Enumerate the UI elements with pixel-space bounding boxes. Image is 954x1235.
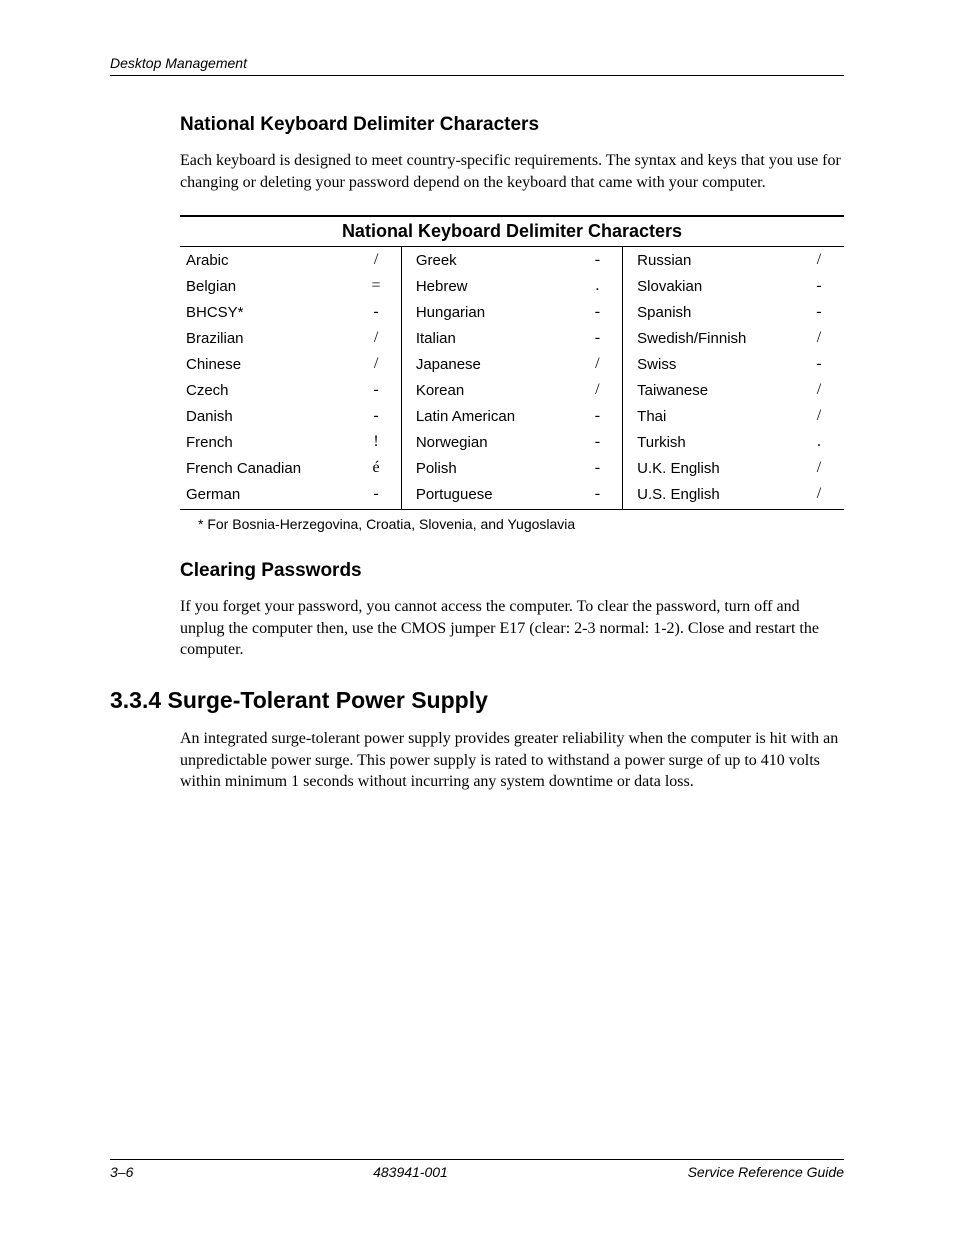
page: Desktop Management National Keyboard Del… [0,0,954,1235]
name-cell: Italian [401,325,572,351]
name-cell: Polish [401,455,572,481]
table: National Keyboard Delimiter Characters A… [180,215,844,510]
keyboard-table: National Keyboard Delimiter Characters A… [180,215,844,510]
delimiter-cell: / [351,351,401,377]
table-title: National Keyboard Delimiter Characters [180,216,844,247]
footer-docnum: 483941-001 [373,1164,448,1180]
table-row: BHCSY*-Hungarian-Spanish- [180,299,844,325]
table-row: Arabic/Greek-Russian/ [180,247,844,274]
name-cell: Czech [180,377,351,403]
table-row: French CanadianéPolish-U.K. English/ [180,455,844,481]
delimiter-cell: / [794,481,844,510]
delimiter-cell: - [794,299,844,325]
table-row: Brazilian/Italian-Swedish/Finnish/ [180,325,844,351]
delimiter-cell: - [573,403,623,429]
name-cell: Brazilian [180,325,351,351]
name-cell: Norwegian [401,429,572,455]
delimiter-cell: - [351,481,401,510]
section-heading-clearing: Clearing Passwords [180,560,844,582]
name-cell: Portuguese [401,481,572,510]
section-heading-keyboard: National Keyboard Delimiter Characters [180,114,844,136]
section-title: Surge-Tolerant Power Supply [168,687,488,713]
delimiter-cell: - [573,325,623,351]
delimiter-cell: / [351,247,401,274]
section-para-surge: An integrated surge-tolerant power suppl… [180,728,844,793]
delimiter-cell: - [573,455,623,481]
delimiter-cell: . [794,429,844,455]
name-cell: Russian [623,247,794,274]
table-row: Czech-Korean/Taiwanese/ [180,377,844,403]
delimiter-cell: - [351,403,401,429]
table-row: Chinese/Japanese/Swiss- [180,351,844,377]
delimiter-cell: / [794,247,844,274]
name-cell: French [180,429,351,455]
name-cell: Chinese [180,351,351,377]
footer-guide: Service Reference Guide [688,1164,844,1180]
section-heading-surge: 3.3.4 Surge-Tolerant Power Supply [110,687,844,714]
section-para-clearing: If you forget your password, you cannot … [180,596,844,661]
delimiter-cell: - [794,273,844,299]
name-cell: Japanese [401,351,572,377]
name-cell: Hebrew [401,273,572,299]
name-cell: Greek [401,247,572,274]
table-row: French!Norwegian-Turkish. [180,429,844,455]
delimiter-cell: . [573,273,623,299]
name-cell: Spanish [623,299,794,325]
running-header: Desktop Management [110,55,844,76]
table-footnote: * For Bosnia-Herzegovina, Croatia, Slove… [180,516,844,532]
name-cell: Danish [180,403,351,429]
name-cell: Taiwanese [623,377,794,403]
delimiter-cell: / [351,325,401,351]
table-row: Danish-Latin American-Thai/ [180,403,844,429]
delimiter-cell: ! [351,429,401,455]
name-cell: BHCSY* [180,299,351,325]
delimiter-cell: - [573,429,623,455]
name-cell: Thai [623,403,794,429]
delimiter-cell: / [573,377,623,403]
name-cell: U.S. English [623,481,794,510]
name-cell: Swiss [623,351,794,377]
name-cell: Belgian [180,273,351,299]
delimiter-cell: / [794,377,844,403]
delimiter-cell: / [794,455,844,481]
table-row: German-Portuguese-U.S. English/ [180,481,844,510]
name-cell: Turkish [623,429,794,455]
delimiter-cell: - [573,299,623,325]
section-number: 3.3.4 [110,687,161,713]
name-cell: Swedish/Finnish [623,325,794,351]
delimiter-cell: - [573,247,623,274]
delimiter-cell: / [794,325,844,351]
delimiter-cell: / [794,403,844,429]
delimiter-cell: = [351,273,401,299]
name-cell: U.K. English [623,455,794,481]
name-cell: Arabic [180,247,351,274]
delimiter-cell: - [573,481,623,510]
page-footer: 3–6 483941-001 Service Reference Guide [110,1159,844,1180]
name-cell: Korean [401,377,572,403]
delimiter-cell: - [351,377,401,403]
name-cell: French Canadian [180,455,351,481]
table-row: Belgian=Hebrew.Slovakian- [180,273,844,299]
delimiter-cell: / [573,351,623,377]
name-cell: Latin American [401,403,572,429]
section-para-keyboard: Each keyboard is designed to meet countr… [180,150,844,193]
content-surge: An integrated surge-tolerant power suppl… [180,728,844,793]
name-cell: Hungarian [401,299,572,325]
name-cell: Slovakian [623,273,794,299]
delimiter-cell: - [351,299,401,325]
content: National Keyboard Delimiter Characters E… [180,114,844,661]
delimiter-cell: é [351,455,401,481]
name-cell: German [180,481,351,510]
table-title-row: National Keyboard Delimiter Characters [180,216,844,247]
footer-page: 3–6 [110,1164,133,1180]
delimiter-cell: - [794,351,844,377]
